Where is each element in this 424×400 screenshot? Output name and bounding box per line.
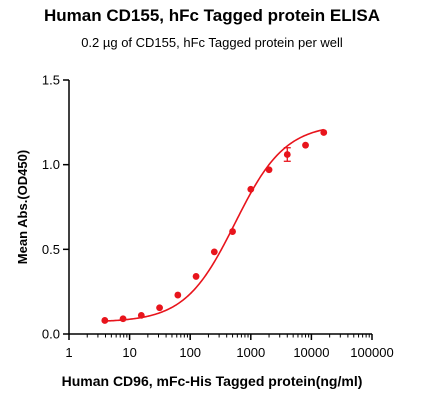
data-point xyxy=(174,291,182,299)
y-tick-label: 1.5 xyxy=(42,73,60,88)
data-point xyxy=(119,315,127,323)
y-tick-label: 0.5 xyxy=(42,242,60,257)
fit-curve xyxy=(104,128,324,322)
data-point xyxy=(247,185,255,193)
data-point xyxy=(137,311,145,319)
y-axis-title: Mean Abs.(OD450) xyxy=(15,150,30,264)
data-point xyxy=(283,151,291,158)
x-tick-label: 100 xyxy=(179,345,201,360)
data-points-layer xyxy=(101,129,328,324)
y-tick-label: 0.0 xyxy=(42,327,60,342)
data-point xyxy=(302,141,309,149)
x-tick-label: 10000 xyxy=(293,345,329,360)
fit-curve-layer xyxy=(104,128,324,322)
data-point xyxy=(192,273,200,280)
data-point xyxy=(229,228,236,235)
data-point xyxy=(210,248,218,256)
axes: 0.0 0.5 1.0 1.5 1 10 100 1000 10000 100000 xyxy=(42,73,394,361)
x-tick-label: 1 xyxy=(65,345,72,360)
x-tick-label: 100000 xyxy=(350,345,393,360)
x-axis-title: Human CD96, mFc-His Tagged protein(ng/ml… xyxy=(62,373,363,389)
data-point xyxy=(265,166,273,174)
data-point xyxy=(101,317,109,324)
x-tick-label: 1000 xyxy=(236,345,265,360)
data-point xyxy=(156,304,163,312)
data-point xyxy=(320,129,328,136)
chart-title: Human CD155, hFc Tagged protein ELISA xyxy=(44,6,380,25)
chart-subtitle: 0.2 µg of CD155, hFc Tagged protein per … xyxy=(81,35,343,50)
x-tick-label: 10 xyxy=(122,345,136,360)
y-tick-label: 1.0 xyxy=(42,157,60,172)
